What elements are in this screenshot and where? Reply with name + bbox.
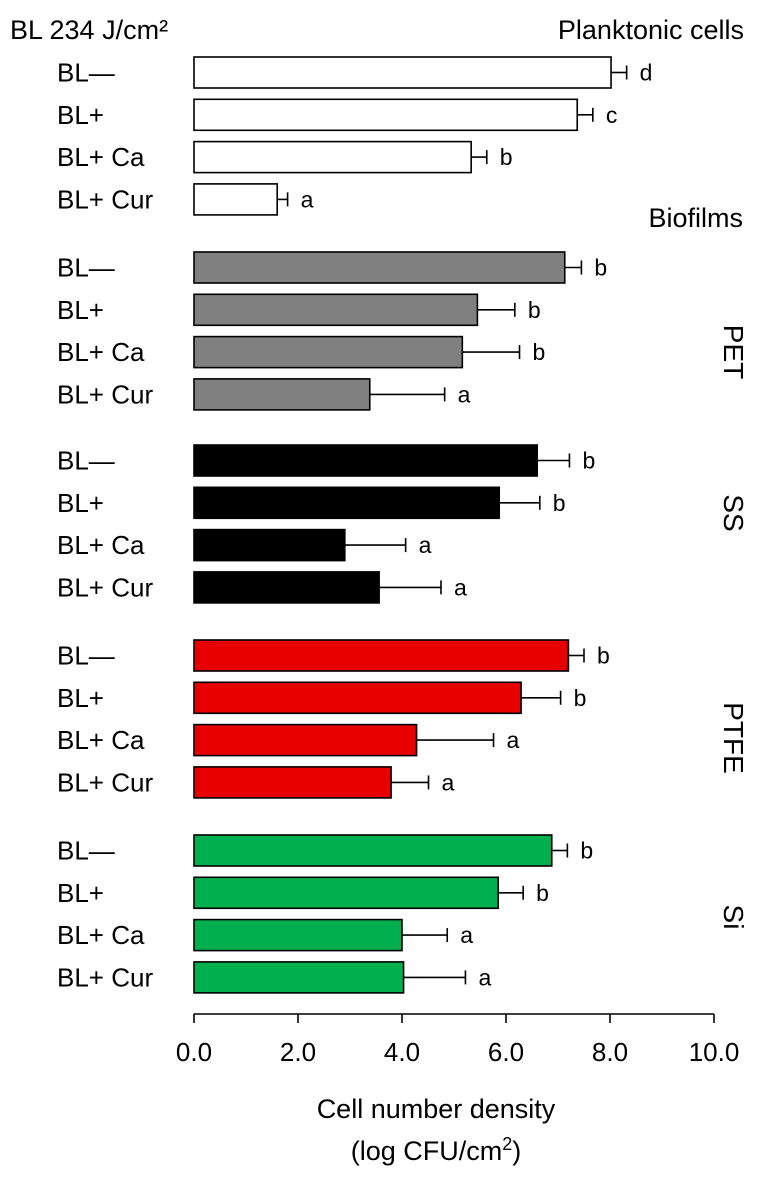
bar xyxy=(193,961,405,994)
category-label: BL+ xyxy=(57,100,104,130)
x-tick-label: 8.0 xyxy=(592,1037,628,1067)
bar xyxy=(193,486,501,520)
bar xyxy=(193,98,579,132)
significance-letter: b xyxy=(500,144,513,170)
category-label: BL+ Cur xyxy=(57,379,153,409)
category-label: BL+ Ca xyxy=(57,920,145,950)
category-label: BL— xyxy=(57,836,115,866)
category-label: BL+ Cur xyxy=(57,962,153,992)
significance-letter: a xyxy=(454,574,467,600)
group-label: PET xyxy=(718,325,749,379)
bar xyxy=(193,876,500,910)
significance-letter: b xyxy=(553,490,566,516)
category-label: BL— xyxy=(57,58,115,88)
significance-letter: a xyxy=(507,727,520,753)
significance-letter: b xyxy=(582,448,595,474)
category-label: BL— xyxy=(57,641,115,671)
category-label: BL— xyxy=(57,253,115,283)
bar-group-ptfe: BL— b BL+ b BL+ Ca a BL+ Cur a PTFE xyxy=(57,639,749,799)
bar xyxy=(193,183,278,216)
x-tick-label: 6.0 xyxy=(488,1037,524,1067)
bar xyxy=(193,681,522,715)
category-label: BL+ xyxy=(57,878,104,908)
category-label: BL+ Ca xyxy=(57,530,145,560)
bar xyxy=(193,918,403,952)
category-label: BL+ Ca xyxy=(57,337,145,367)
x-axis: 0.0 2.0 4.0 6.0 8.0 10.0 xyxy=(176,1013,740,1067)
significance-letter: d xyxy=(640,60,653,86)
bar xyxy=(193,251,566,284)
bar xyxy=(193,140,472,174)
bar-group-planktonic-cells: BL— d BL+ c BL+ Ca b BL+ Cur a Planktonic cells xyxy=(57,15,744,216)
category-label: BL+ xyxy=(57,683,104,713)
bar xyxy=(193,444,539,477)
group-label: PTFE xyxy=(718,702,749,774)
bar xyxy=(193,571,380,604)
x-axis-unit-text: (log CFU/cm xyxy=(351,1136,503,1166)
significance-letter: b xyxy=(536,880,549,906)
significance-letter: a xyxy=(460,922,473,948)
bar-group-pet: BL— b BL+ b BL+ Ca b BL+ Cur a PET Biofilms xyxy=(57,203,749,411)
category-label: BL+ Cur xyxy=(57,184,153,214)
significance-letter: a xyxy=(301,186,314,212)
category-label: BL+ Cur xyxy=(57,572,153,602)
bar xyxy=(193,766,392,799)
x-axis-unit-superscript: 2 xyxy=(502,1134,512,1154)
bar xyxy=(193,639,570,672)
bar xyxy=(193,335,464,369)
significance-letter: a xyxy=(419,532,432,558)
x-tick-label: 10.0 xyxy=(689,1037,740,1067)
x-axis-unit: (log CFU/cm2) xyxy=(351,1134,522,1166)
bar xyxy=(193,528,346,562)
x-axis-unit-close: ) xyxy=(512,1136,521,1166)
x-tick-label: 0.0 xyxy=(176,1037,212,1067)
group-header: Biofilms xyxy=(648,203,743,233)
category-label: BL— xyxy=(57,446,115,476)
chart-title: BL 234 J/cm² xyxy=(10,15,168,45)
category-label: BL+ Cur xyxy=(57,767,153,797)
x-tick-label: 2.0 xyxy=(280,1037,316,1067)
significance-letter: b xyxy=(580,838,593,864)
bar xyxy=(193,834,553,867)
group-label: Si xyxy=(718,905,749,930)
bar-group-ss: BL— b BL+ b BL+ Ca a BL+ Cur a SS xyxy=(57,444,749,604)
significance-letter: b xyxy=(574,685,587,711)
significance-letter: b xyxy=(597,643,610,669)
bar xyxy=(193,56,612,89)
significance-letter: b xyxy=(528,297,541,323)
category-label: BL+ Ca xyxy=(57,142,145,172)
bar xyxy=(193,723,418,757)
bar-group-si: BL— b BL+ b BL+ Ca a BL+ Cur a Si xyxy=(57,834,749,994)
significance-letter: b xyxy=(533,339,546,365)
significance-letter: b xyxy=(594,255,607,281)
category-label: BL+ xyxy=(57,488,104,518)
significance-letter: a xyxy=(458,381,471,407)
category-label: BL+ Ca xyxy=(57,725,145,755)
bar xyxy=(193,293,479,327)
x-axis-label: Cell number density xyxy=(317,1094,556,1124)
significance-letter: a xyxy=(478,964,491,990)
significance-letter: c xyxy=(606,102,618,128)
bar xyxy=(193,378,371,411)
significance-letter: a xyxy=(442,769,455,795)
category-label: BL+ xyxy=(57,295,104,325)
group-label: SS xyxy=(718,494,749,531)
group-label: Planktonic cells xyxy=(558,15,744,45)
x-tick-label: 4.0 xyxy=(384,1037,420,1067)
